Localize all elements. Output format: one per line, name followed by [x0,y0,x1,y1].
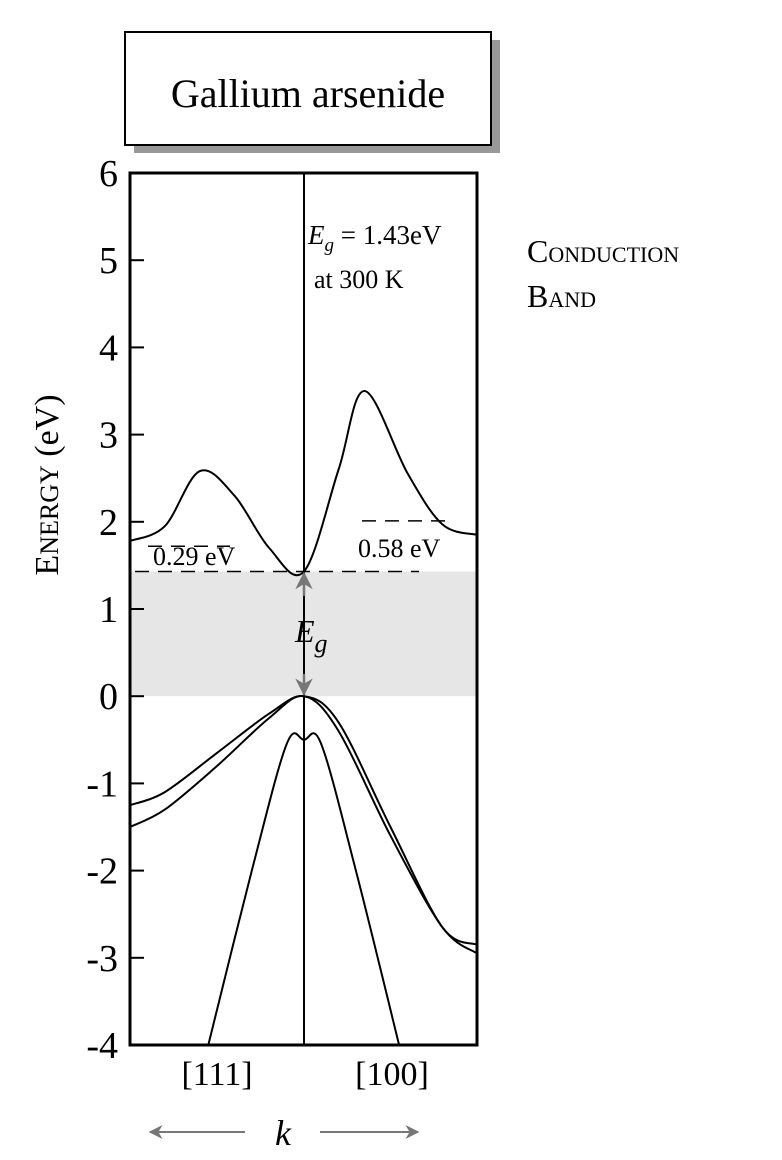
band-name-line1: Conduction [527,233,679,269]
chart-title: Gallium arsenide [171,71,445,116]
y-tick-label: -3 [86,938,118,980]
x-tick-label-111: [111] [181,1056,252,1093]
y-tick-label: 2 [99,502,118,544]
x-tick-label-100: [100] [355,1056,429,1093]
title-box [124,31,492,146]
y-tick-label: -2 [86,851,118,893]
x-valley-label: 0.58 eV [358,534,441,563]
y-tick-label: -4 [86,1025,118,1067]
l-valley-label: 0.29 eV [153,542,236,571]
y-tick-label: -1 [86,763,118,805]
light-hole-curve [129,695,478,955]
y-tick-label: 5 [99,240,118,282]
y-tick-label: 3 [99,415,118,457]
valley-dashes [135,520,449,573]
y-axis-label: ENERGY (eV) [29,394,66,575]
y-tick-label: 0 [99,676,118,718]
y-tick-label: 4 [99,327,118,369]
x-axis-label: k [275,1113,292,1153]
conduction-band-curve [129,389,478,577]
y-tick-label: 6 [99,153,118,195]
gap-label: Eg [294,613,328,658]
eg-value-label: Eg = 1.43eV [307,220,442,256]
y-axis: 6 5 4 3 2 1 0 -1 -2 -3 -4 [86,153,144,1067]
band-name-line2: Band [527,278,596,314]
temperature-label: at 300 K [314,265,404,294]
y-tick-label: 1 [99,589,118,631]
